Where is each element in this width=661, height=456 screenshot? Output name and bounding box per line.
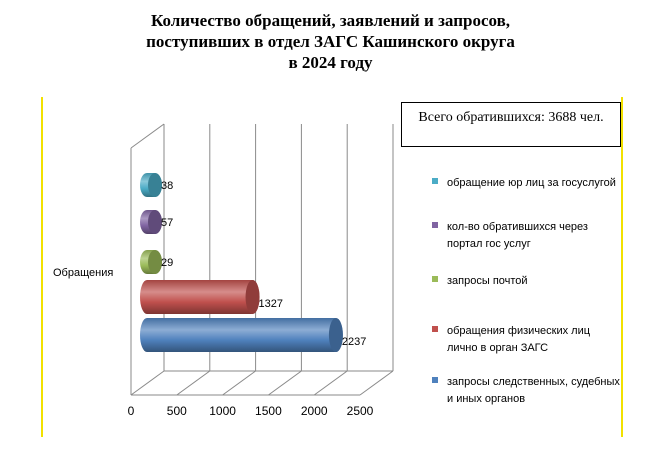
bar-cap-2 (148, 250, 162, 274)
data-label-2: 29 (161, 257, 173, 269)
legend-swatch-2 (432, 276, 438, 282)
x-tick-label-3: 1500 (255, 404, 282, 418)
bar-cap-4 (148, 173, 162, 197)
x-tick-label-2: 1000 (209, 404, 236, 418)
category-label: Обращения (53, 267, 113, 279)
gridline-floor-5 (359, 370, 394, 396)
bar-4 (140, 173, 162, 197)
gridline-floor-4 (313, 370, 348, 396)
x-tick-label-1: 500 (167, 404, 187, 418)
back-top-edge (130, 123, 165, 149)
bar-cap-3 (148, 210, 162, 234)
data-label-0: 2237 (342, 336, 366, 348)
legend-swatch-0 (432, 377, 438, 383)
legend-swatch-1 (432, 326, 438, 332)
chart-title-line-1: Количество обращений, заявлений и запрос… (150, 11, 511, 30)
legend-label-0: запросы следственных, судебных и иных ор… (447, 376, 620, 405)
chart-title-line-3: в 2024 году (288, 53, 373, 72)
frame-right-border (621, 97, 623, 437)
x-tick-label-4: 2000 (301, 404, 328, 418)
legend-label-2: запросы почтой (447, 275, 528, 287)
data-label-3: 57 (161, 217, 173, 229)
bar-body-1 (140, 280, 260, 314)
bar-body-0 (140, 318, 343, 352)
legend-swatch-4 (432, 178, 438, 184)
legend-label-3: кол-во обратившихся через портал гос усл… (447, 221, 588, 250)
gridline-floor-3 (268, 370, 302, 396)
data-label-4: 38 (161, 180, 173, 192)
bar-cap-0 (328, 318, 343, 352)
gridline-floor-1 (176, 370, 211, 396)
frame-left-border (41, 97, 43, 437)
gridline-floor-2 (222, 370, 256, 396)
bar-3 (140, 210, 162, 234)
x-tick-label-5: 2500 (347, 404, 374, 418)
total-box: Всего обратившихся: 3688 чел. (401, 102, 621, 147)
bar-2 (140, 250, 162, 274)
chart-title: Количество обращений, заявлений и запрос… (0, 10, 661, 73)
x-tick-label-0: 0 (128, 404, 135, 418)
gridline-floor-0 (130, 370, 165, 396)
legend-label-1: обращения физических лиц лично в орган З… (447, 325, 591, 354)
data-label-1: 1327 (259, 298, 283, 310)
bar-0 (140, 318, 343, 352)
legend-swatch-3 (432, 222, 438, 228)
chart-title-line-2: поступивших в отдел ЗАГС Кашинского окру… (146, 32, 515, 51)
bar-1 (140, 280, 260, 314)
legend-label-4: обращение юр лиц за госуслугой (447, 177, 616, 189)
bar-cap-1 (245, 280, 260, 314)
